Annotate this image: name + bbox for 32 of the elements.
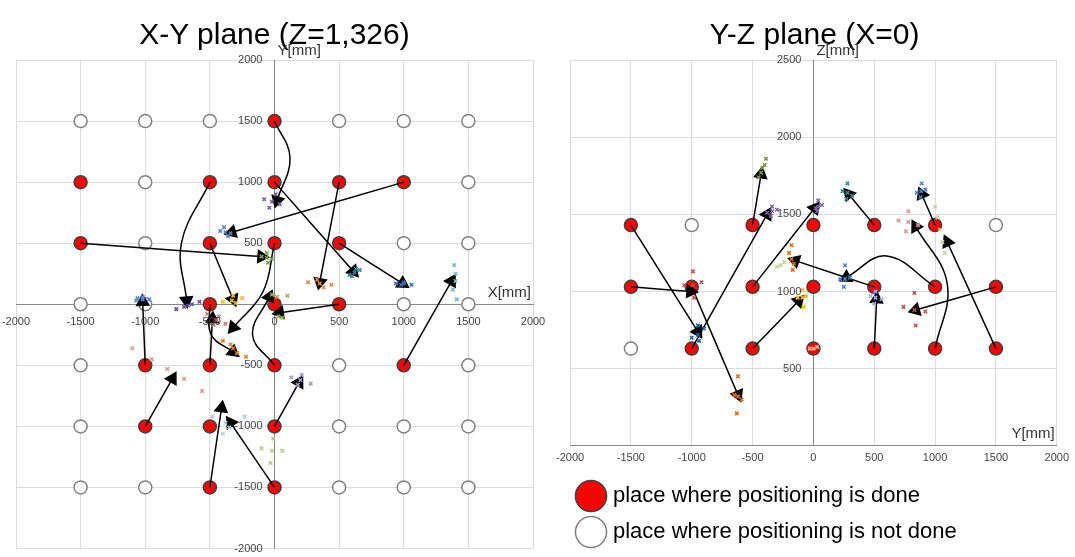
y-tick-label: -2000 [234, 541, 263, 554]
y-tick-label: 2500 [776, 53, 802, 66]
y-tick-label: 500 [783, 361, 802, 374]
x-tick-label: 500 [329, 314, 349, 327]
y-tick-label: 1000 [238, 175, 263, 188]
y-tick-label: -1000 [234, 419, 263, 432]
y-tick-label: 500 [244, 236, 263, 249]
x-tick-label: 1000 [391, 314, 416, 327]
legend-label: place where positioning is not done [613, 518, 957, 544]
y-tick-label: 1500 [238, 114, 263, 127]
x-tick-label: -1500 [66, 314, 95, 327]
x-axis-title: Y[mm] [1011, 424, 1055, 442]
y-tick-label: -1500 [234, 480, 263, 493]
x-tick-label: 2000 [520, 314, 546, 327]
x-tick-label: -2000 [556, 451, 585, 464]
y-tick-label: 2000 [238, 53, 263, 66]
x-tick-label: -1500 [616, 451, 645, 464]
x-tick-label: 2000 [1044, 451, 1070, 464]
y-tick-label: 1500 [776, 207, 802, 220]
x-tick-label: -500 [741, 451, 764, 464]
x-tick-label: 500 [865, 451, 884, 464]
x-tick-label: -2000 [1, 314, 31, 327]
x-tick-label: 1500 [456, 314, 481, 327]
x-tick-label: -1000 [677, 451, 706, 464]
y-tick-label: 2000 [776, 130, 802, 143]
x-tick-label: 0 [810, 451, 817, 464]
y-tick-label: 1000 [776, 284, 802, 297]
legend-label: place where positioning is done [613, 482, 920, 508]
x-axis-title: X[mm] [487, 282, 531, 300]
x-tick-label: 1000 [922, 451, 948, 464]
y-tick-label: -500 [240, 358, 263, 371]
x-tick-label: 1500 [983, 451, 1009, 464]
